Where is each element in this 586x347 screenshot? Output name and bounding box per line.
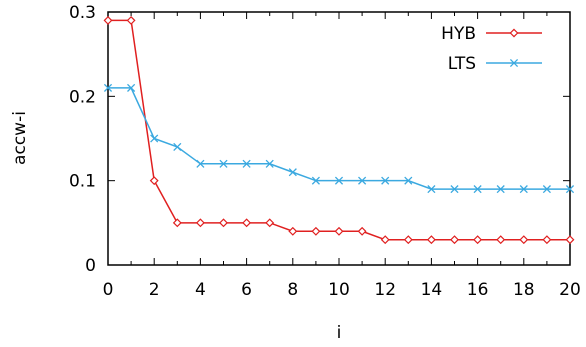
data-point xyxy=(542,235,552,245)
data-point xyxy=(473,185,482,194)
data-point xyxy=(242,218,252,228)
data-point xyxy=(381,176,390,185)
data-point xyxy=(542,185,551,194)
series-line xyxy=(108,87,570,190)
data-point xyxy=(265,159,274,168)
data-point xyxy=(473,235,483,245)
data-point xyxy=(519,235,529,245)
data-point xyxy=(519,185,528,194)
data-point xyxy=(265,218,275,228)
data-point xyxy=(242,159,251,168)
x-tick-label: 10 xyxy=(328,280,350,300)
y-tick-label: 0.3 xyxy=(69,3,96,23)
data-point xyxy=(357,226,367,236)
x-tick-label: 18 xyxy=(513,280,535,300)
legend-label: LTS xyxy=(448,54,476,74)
data-point xyxy=(380,235,390,245)
data-point xyxy=(496,185,505,194)
x-tick-label: 8 xyxy=(287,280,298,300)
data-point xyxy=(103,15,113,25)
data-point xyxy=(334,176,344,185)
x-tick-label: 4 xyxy=(195,280,206,300)
series-group xyxy=(103,15,575,245)
data-point xyxy=(195,218,205,228)
data-point xyxy=(450,185,459,194)
data-point xyxy=(404,176,413,185)
x-tick-label: 20 xyxy=(559,280,581,300)
legend-label: HYB xyxy=(441,24,476,44)
data-point xyxy=(427,185,436,194)
axis-ticks xyxy=(107,11,571,266)
data-point xyxy=(450,235,459,245)
x-tick-label: 12 xyxy=(374,280,396,300)
data-point xyxy=(219,218,228,228)
data-point xyxy=(172,218,182,228)
y-tick-label: 0.2 xyxy=(69,87,96,107)
data-point xyxy=(150,134,159,143)
data-point xyxy=(426,235,436,245)
data-point xyxy=(565,235,575,245)
y-tick-label: 0 xyxy=(85,256,96,276)
legend: HYB LTS xyxy=(441,24,542,74)
x-tick-label: 14 xyxy=(421,280,443,300)
data-point xyxy=(565,185,575,194)
axis-tick-labels: 0 2 4 6 8 10 12 14 16 18 20 0 0.1 0.2 0.3 xyxy=(69,3,581,300)
legend-marker xyxy=(509,58,519,68)
data-point xyxy=(334,226,344,236)
x-tick-label: 16 xyxy=(467,280,489,300)
data-point xyxy=(219,159,228,168)
legend-marker xyxy=(509,28,519,38)
data-point xyxy=(288,168,297,177)
data-point xyxy=(149,176,159,186)
series-line xyxy=(108,19,570,241)
data-point xyxy=(311,176,320,185)
series-hyb xyxy=(103,15,575,245)
x-tick-label: 6 xyxy=(241,280,252,300)
x-tick-label: 2 xyxy=(149,280,160,300)
x-axis-label: i xyxy=(337,323,342,343)
data-point xyxy=(358,176,367,185)
data-point xyxy=(103,83,113,92)
data-point xyxy=(173,142,182,151)
data-point xyxy=(403,235,413,245)
data-point xyxy=(127,83,136,92)
data-point xyxy=(126,15,136,25)
x-tick-label: 0 xyxy=(103,280,114,300)
y-tick-label: 0.1 xyxy=(69,172,96,192)
data-point xyxy=(196,159,205,168)
data-point xyxy=(311,226,321,236)
series-lts xyxy=(103,83,575,194)
data-point xyxy=(496,235,506,245)
y-axis-label: accw-i xyxy=(10,111,30,165)
data-point xyxy=(288,226,298,236)
